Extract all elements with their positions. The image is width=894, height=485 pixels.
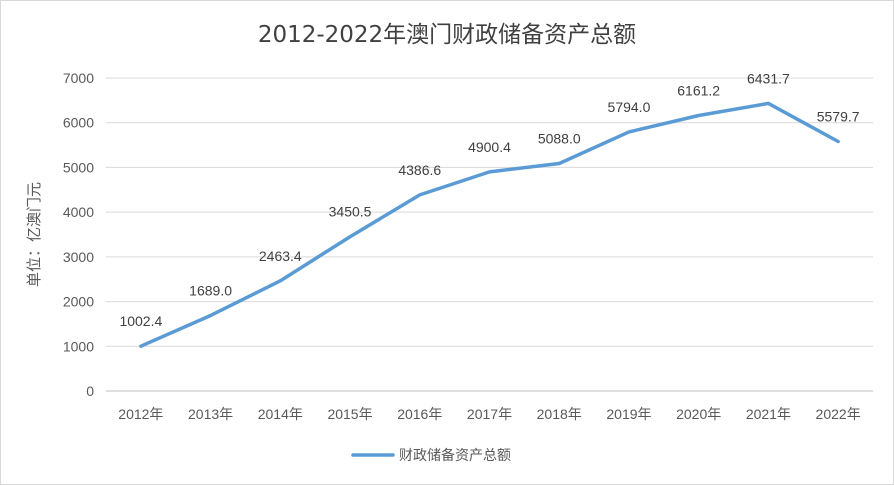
data-label: 1689.0 <box>189 282 232 298</box>
chart-title: 2012-2022年澳门财政储备资产总额 <box>257 22 637 48</box>
y-tick-label: 0 <box>86 383 94 399</box>
x-tick-label: 2015年 <box>327 406 372 422</box>
data-label: 1002.4 <box>119 313 162 329</box>
data-label: 5088.0 <box>538 130 581 146</box>
legend-label: 财政储备资产总额 <box>399 447 511 464</box>
data-label: 4386.6 <box>398 162 441 178</box>
y-tick-label: 4000 <box>63 204 94 220</box>
x-tick-label: 2021年 <box>746 406 791 422</box>
x-tick-label: 2014年 <box>258 406 303 422</box>
y-tick-label: 7000 <box>63 70 94 86</box>
data-label: 5579.7 <box>817 109 860 125</box>
y-tick-label: 1000 <box>63 338 94 354</box>
data-label: 5794.0 <box>608 99 651 115</box>
x-tick-label: 2020年 <box>676 406 721 422</box>
x-tick-label: 2017年 <box>467 406 512 422</box>
data-label: 4900.4 <box>468 139 511 155</box>
data-label: 3450.5 <box>329 204 372 220</box>
x-tick-label: 2013年 <box>188 406 233 422</box>
y-tick-label: 3000 <box>63 249 94 265</box>
y-tick-label: 5000 <box>63 159 94 175</box>
x-tick-label: 2019年 <box>606 406 651 422</box>
y-tick-label: 6000 <box>63 115 94 131</box>
x-tick-label: 2012年 <box>118 406 163 422</box>
y-tick-label: 2000 <box>63 294 94 310</box>
y-axis-label: 单位：亿澳门元 <box>25 182 43 287</box>
x-tick-label: 2016年 <box>397 406 442 422</box>
data-label: 6161.2 <box>677 83 720 99</box>
data-label: 2463.4 <box>259 248 302 264</box>
x-tick-label: 2022年 <box>816 406 861 422</box>
x-tick-label: 2018年 <box>537 406 582 422</box>
data-label: 6431.7 <box>747 70 790 86</box>
